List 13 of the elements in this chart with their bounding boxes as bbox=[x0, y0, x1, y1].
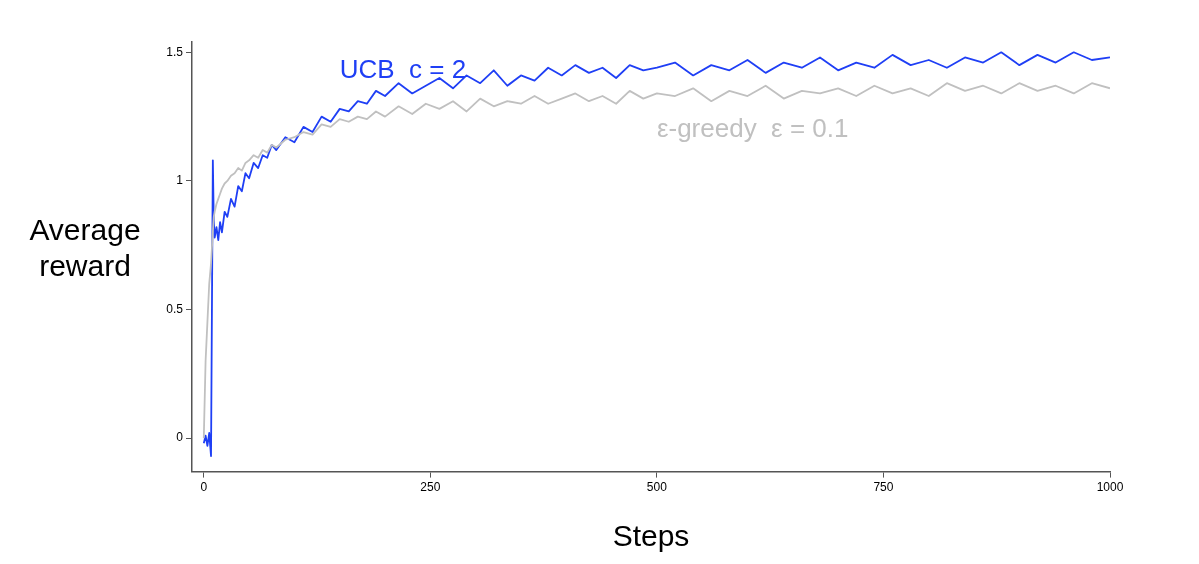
y-tick-label: 1 bbox=[176, 173, 184, 188]
x-tick-label: 1000 bbox=[1096, 480, 1124, 495]
y-tick-label: 0.5 bbox=[166, 301, 184, 316]
y-axis-title: Average reward bbox=[28, 212, 142, 284]
x-tick-label: 500 bbox=[646, 480, 668, 495]
y-tick-label: 1.5 bbox=[166, 44, 184, 59]
y-tick-label: 0 bbox=[176, 430, 184, 445]
x-tick-label: 0 bbox=[200, 480, 208, 495]
x-tick-label: 750 bbox=[873, 480, 894, 495]
x-tick-label: 250 bbox=[420, 480, 441, 495]
series-label: ε-greedy ε = 0.1 bbox=[656, 112, 849, 143]
x-axis-title: Steps bbox=[612, 519, 690, 553]
series-label: UCB c = 2 bbox=[339, 54, 467, 85]
